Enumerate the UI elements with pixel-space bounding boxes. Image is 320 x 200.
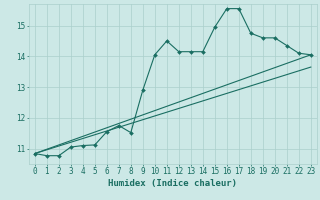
X-axis label: Humidex (Indice chaleur): Humidex (Indice chaleur) [108, 179, 237, 188]
